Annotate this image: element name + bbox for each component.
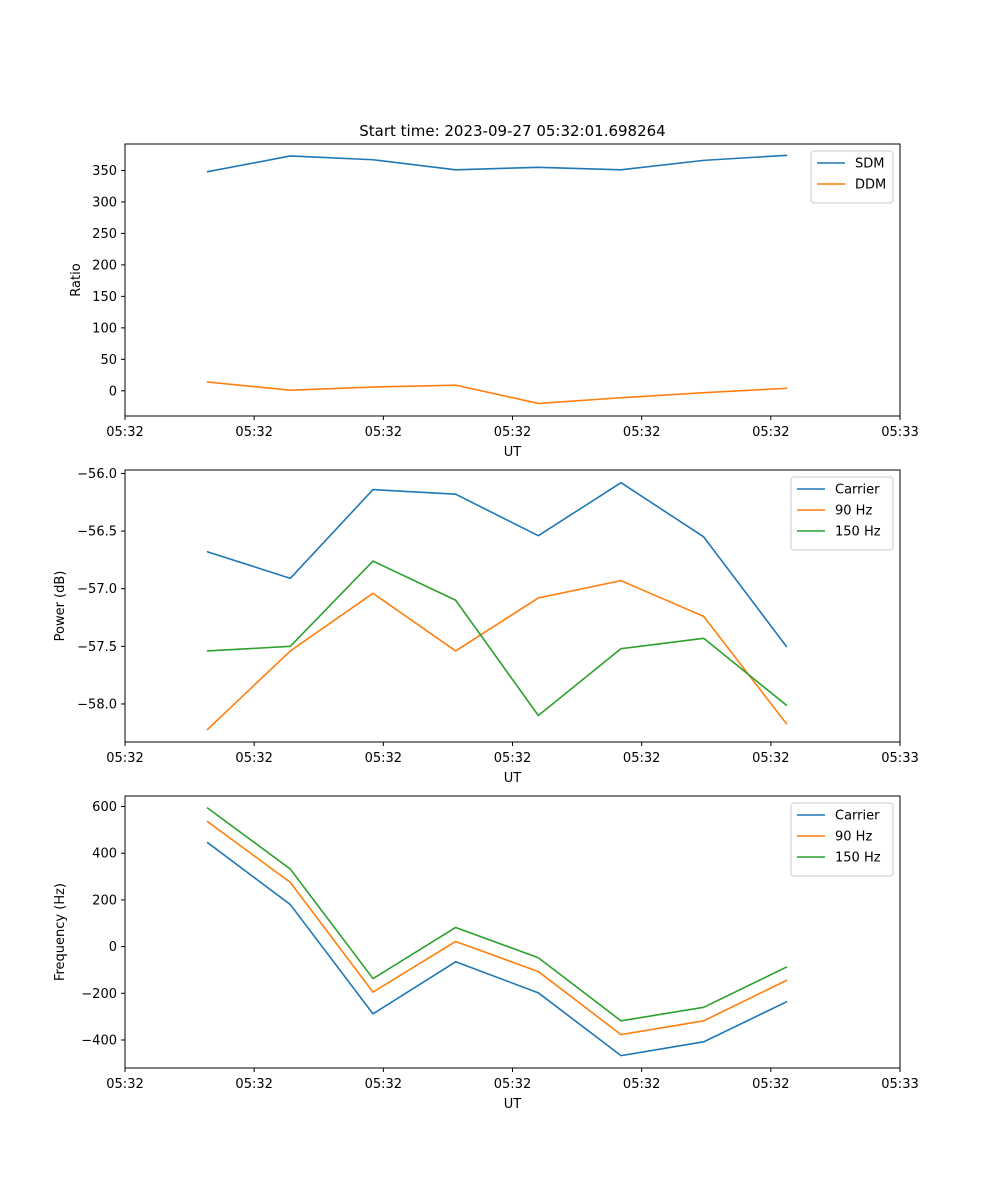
- legend-entry: 90 Hz: [835, 504, 872, 519]
- x-axis-label: UT: [504, 445, 522, 460]
- x-tick-label: 05:32: [365, 425, 402, 440]
- legend: SDM DDM: [810, 150, 894, 204]
- x-axis-label: UT: [504, 771, 522, 786]
- legend-entry: Carrier: [835, 483, 880, 498]
- x-tick-label: 05:32: [235, 425, 272, 440]
- y-tick-label: 0: [109, 384, 117, 399]
- x-tick-label: 05:32: [494, 751, 531, 766]
- chart-title: Start time: 2023-09-27 05:32:01.698264: [359, 122, 665, 140]
- series-line-1-1: [206, 579, 788, 731]
- y-tick-label: 300: [92, 195, 117, 210]
- subplot-2: 05:32 05:32 05:32 05:32 05:32 05:32 05:33 −58.0…: [53, 467, 919, 786]
- y-tick-label: 600: [92, 800, 117, 815]
- series-line-2-1: [206, 820, 788, 1036]
- y-tick-label: 50: [100, 353, 117, 368]
- y-tick-label: 0: [109, 940, 117, 955]
- x-tick-label: 05:32: [106, 751, 143, 766]
- y-tick-label: −400: [81, 1033, 117, 1048]
- y-tick-label: 350: [92, 164, 117, 179]
- legend: Carrier 90 Hz 150 Hz: [790, 802, 894, 877]
- y-tick-label: 250: [92, 227, 117, 242]
- series-line-2-0: [206, 841, 788, 1057]
- legend-entry: Carrier: [835, 809, 880, 824]
- series-line-1-2: [206, 560, 788, 717]
- series-line-2-2: [206, 807, 788, 1022]
- legend-entry: 90 Hz: [835, 830, 872, 845]
- y-axis-label: Power (dB): [53, 571, 68, 642]
- subplot-1: 05:32 05:32 05:32 05:32 05:32 05:32 05:33 0 50 10…: [69, 143, 919, 460]
- legend-box: [810, 150, 894, 204]
- y-tick-label: 100: [92, 321, 117, 336]
- y-tick-label: 150: [92, 290, 117, 305]
- y-tick-label: 200: [92, 258, 117, 273]
- x-tick-label: 05:32: [752, 1077, 789, 1092]
- x-tick-label: 05:32: [623, 751, 660, 766]
- x-tick-label: 05:33: [881, 751, 918, 766]
- y-tick-label: −56.0: [77, 467, 117, 482]
- x-axis-label: UT: [504, 1097, 522, 1112]
- x-tick-label: 05:32: [494, 425, 531, 440]
- x-tick-label: 05:33: [881, 1077, 918, 1092]
- y-tick-label: 400: [92, 847, 117, 862]
- x-tick-label: 05:32: [752, 425, 789, 440]
- series-line-1-0: [206, 481, 788, 648]
- x-tick-label: 05:32: [752, 751, 789, 766]
- x-tick-label: 05:32: [623, 1077, 660, 1092]
- y-tick-label: −56.5: [77, 525, 117, 540]
- x-tick-label: 05:32: [106, 1077, 143, 1092]
- x-tick-label: 05:32: [365, 1077, 402, 1092]
- x-tick-label: 05:32: [494, 1077, 531, 1092]
- axes-frame: [124, 143, 901, 417]
- series-line-0-0: [206, 154, 788, 173]
- x-tick-label: 05:32: [235, 751, 272, 766]
- y-tick-label: −200: [81, 987, 117, 1002]
- y-tick-label: 200: [92, 893, 117, 908]
- y-tick-label: −57.0: [77, 582, 117, 597]
- y-axis-label: Ratio: [69, 263, 84, 296]
- series-line-0-1: [206, 381, 788, 405]
- x-tick-label: 05:32: [365, 751, 402, 766]
- legend: Carrier 90 Hz 150 Hz: [790, 476, 894, 551]
- subplot-3: 05:32 05:32 05:32 05:32 05:32 05:32 05:33 −400 −…: [53, 795, 919, 1112]
- axes-frame: [124, 469, 901, 743]
- legend-entry: 150 Hz: [835, 851, 881, 866]
- x-tick-label: 05:32: [235, 1077, 272, 1092]
- x-tick-label: 05:32: [106, 425, 143, 440]
- legend-entry: DDM: [855, 178, 886, 193]
- axes-frame: [124, 795, 901, 1069]
- legend-entry: 150 Hz: [835, 525, 881, 540]
- legend-entry: SDM: [855, 157, 884, 172]
- y-axis-label: Frequency (Hz): [53, 883, 68, 981]
- x-tick-label: 05:32: [623, 425, 660, 440]
- x-tick-label: 05:33: [881, 425, 918, 440]
- y-tick-label: −58.0: [77, 697, 117, 712]
- y-tick-label: −57.5: [77, 640, 117, 655]
